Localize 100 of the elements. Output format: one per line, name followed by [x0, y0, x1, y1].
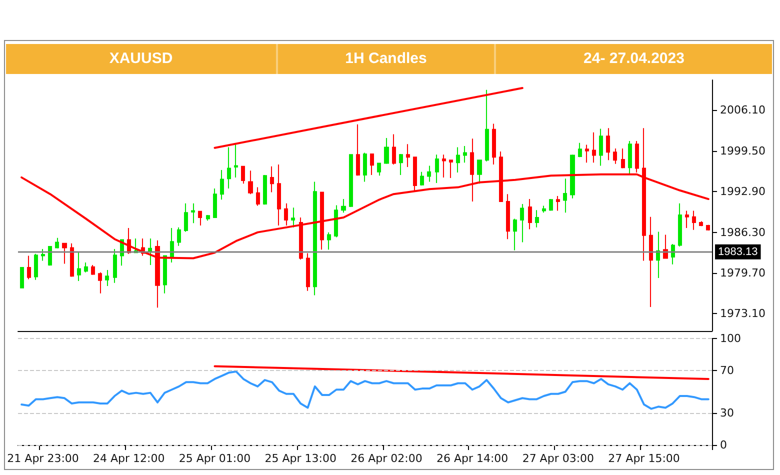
candlestick	[420, 171, 424, 186]
y-tick-label: 1992.90	[720, 185, 766, 198]
candlestick	[678, 202, 682, 248]
ref-line-label: 1983.13	[718, 246, 758, 258]
candlestick	[570, 154, 575, 199]
candlestick	[48, 246, 52, 266]
candlestick	[406, 144, 410, 168]
candlestick	[349, 154, 353, 208]
candlestick	[685, 210, 689, 229]
candlestick	[578, 142, 582, 158]
candlestick	[542, 205, 546, 214]
candlestick	[585, 144, 589, 164]
candlestick	[170, 228, 174, 264]
candlestick	[113, 248, 117, 284]
x-tick-label: 27 Apr 03:00	[522, 452, 594, 465]
candlestick	[592, 132, 596, 164]
candlestick	[41, 248, 45, 262]
candlestick	[277, 164, 281, 226]
candlestick	[613, 148, 617, 164]
chart-subtitle: 1H Candles	[344, 49, 428, 69]
x-tick-label: 25 Apr 13:00	[264, 452, 336, 465]
candlestick	[377, 162, 381, 176]
candlestick	[313, 181, 317, 296]
candlestick	[191, 202, 195, 224]
candlestick	[62, 242, 67, 264]
candlestick	[549, 198, 553, 212]
candlestick	[20, 266, 24, 288]
candlestick	[520, 203, 524, 243]
candlestick	[341, 198, 346, 214]
candlestick	[356, 124, 360, 176]
candlestick	[70, 242, 74, 278]
candlestick	[456, 146, 460, 174]
y-tick-label: 2006.10	[720, 104, 766, 117]
candlestick	[148, 238, 152, 266]
y-tick-label: 30	[720, 406, 734, 420]
candlestick	[384, 137, 389, 164]
x-tick-label: 24 Apr 12:00	[93, 452, 165, 465]
candlestick	[98, 272, 102, 294]
candlestick	[599, 128, 603, 166]
candlestick	[463, 145, 467, 164]
candlestick	[556, 195, 560, 212]
candlestick	[55, 237, 59, 249]
chart-title: XAUUSD	[108, 49, 174, 69]
y-tick-label: 1973.10	[720, 307, 766, 320]
candlestick	[449, 160, 453, 179]
candlestick	[234, 143, 238, 178]
candlestick	[370, 154, 374, 176]
candlestick	[291, 207, 295, 228]
candlestick	[256, 186, 260, 206]
candlestick	[563, 178, 567, 214]
candlestick	[84, 262, 88, 273]
candlestick	[184, 202, 188, 232]
candlestick	[621, 148, 625, 169]
candlestick	[485, 89, 489, 162]
candlestick	[399, 154, 403, 176]
candlestick	[327, 232, 331, 250]
candlestick	[105, 269, 109, 286]
candlestick	[34, 253, 38, 280]
candlestick	[91, 264, 95, 276]
candlestick	[392, 134, 396, 165]
x-tick-label: 25 Apr 01:00	[178, 452, 251, 465]
candlestick	[334, 204, 338, 238]
x-tick-label: 27 Apr 15:00	[608, 452, 680, 465]
candlestick	[699, 220, 703, 227]
candlestick	[320, 192, 324, 250]
candlestick	[513, 218, 517, 251]
candlestick	[442, 154, 446, 178]
candlestick	[213, 188, 217, 218]
candlestick	[692, 210, 696, 230]
candlestick	[606, 128, 610, 161]
y-tick-label: 1986.30	[720, 226, 766, 239]
candlestick	[306, 252, 310, 292]
candlestick	[163, 255, 167, 294]
candlestick	[535, 210, 539, 228]
candlestick	[263, 174, 267, 206]
candlestick	[241, 166, 245, 184]
candlestick	[427, 165, 431, 182]
y-tick-label: 1999.50	[720, 144, 766, 158]
candlestick	[506, 194, 510, 240]
x-tick-label: 21 Apr 23:00	[7, 452, 79, 465]
candlestick	[656, 231, 660, 278]
candlestick	[284, 202, 288, 226]
candlestick	[177, 226, 181, 246]
candlestick	[198, 210, 202, 226]
y-tick-label: 100	[720, 332, 741, 345]
candlestick	[77, 252, 81, 282]
candlestick	[220, 170, 224, 200]
candlestick	[270, 166, 274, 193]
candlestick	[363, 152, 367, 182]
candlestick	[227, 146, 231, 190]
candlestick	[649, 216, 653, 308]
candlestick	[628, 140, 632, 174]
x-tick-label: 26 Apr 14:00	[436, 452, 508, 465]
candlestick	[706, 224, 710, 231]
candlestick	[248, 170, 253, 195]
candlestick	[206, 214, 210, 222]
candlestick	[27, 255, 31, 280]
candlestick	[492, 123, 496, 165]
y-tick-label: 0	[720, 438, 727, 452]
candlestick	[435, 154, 439, 184]
